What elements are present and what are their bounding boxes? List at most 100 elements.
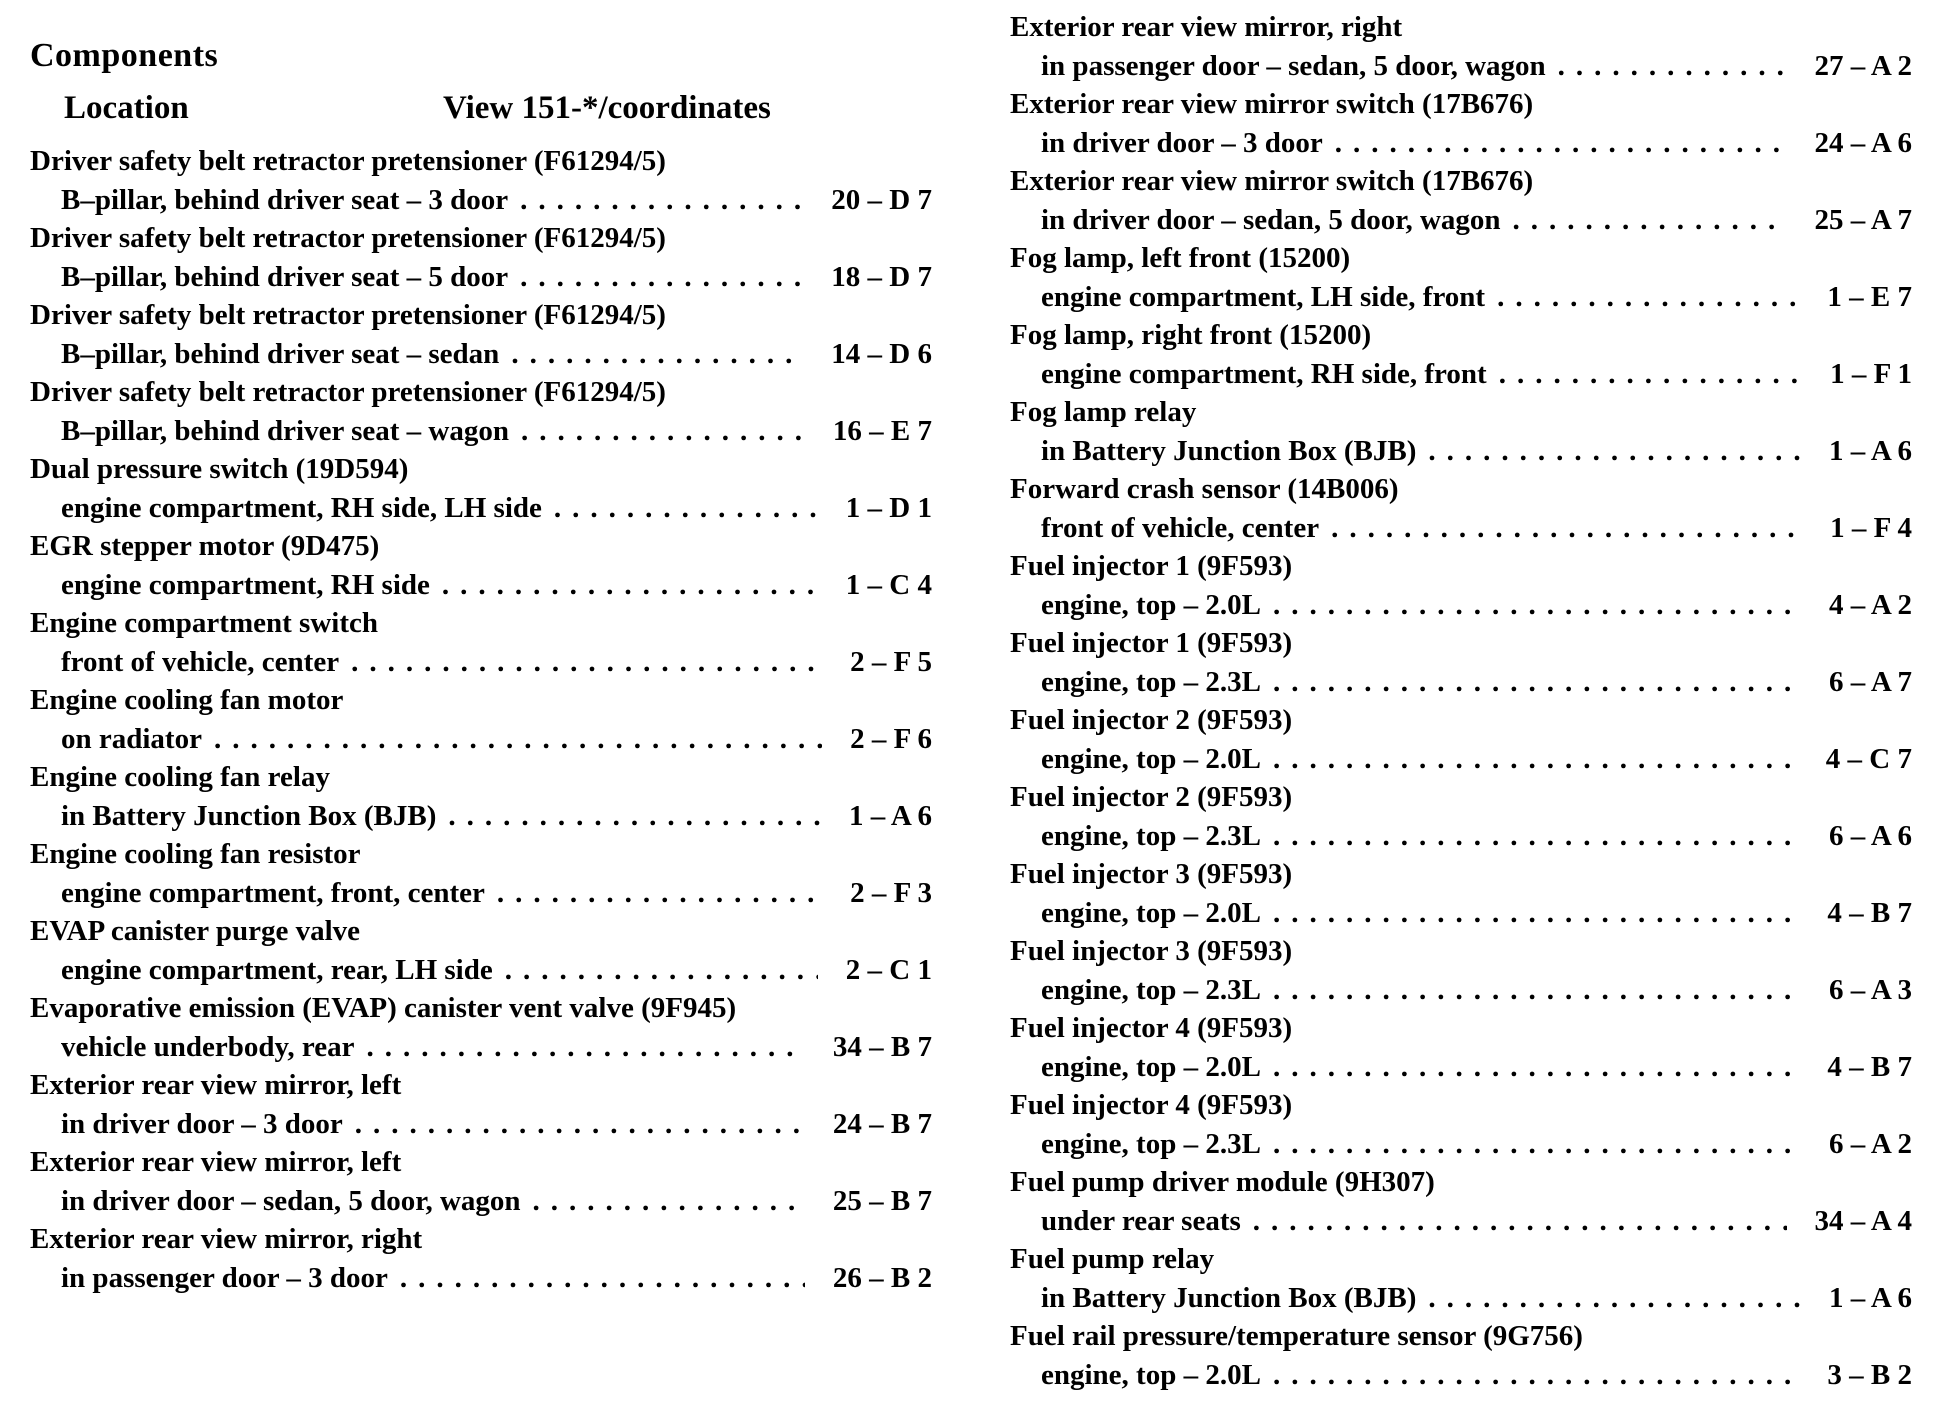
- component-name: Dual pressure switch (19D594): [30, 453, 409, 485]
- component-coordinate: 1 – C 4: [845, 568, 932, 601]
- dot-leader: [1428, 432, 1801, 471]
- component-coordinate: 3 – B 2: [1827, 1358, 1912, 1391]
- component-location: engine compartment, rear, LH side: [61, 953, 493, 986]
- component-entry: Dual pressure switch (19D594) engine com…: [30, 450, 932, 527]
- component-location-row: engine compartment, front, center 2 – F …: [30, 874, 932, 913]
- dot-leader: [1331, 509, 1802, 548]
- component-location: engine, top – 2.3L: [1041, 819, 1261, 852]
- dot-leader: [1273, 1125, 1801, 1164]
- component-name: Exterior rear view mirror, left: [30, 1146, 402, 1178]
- component-name: Fuel pump driver module (9H307): [1010, 1166, 1435, 1198]
- component-location: B–pillar, behind driver seat – sedan: [61, 337, 500, 370]
- page-title: Components: [30, 37, 219, 74]
- component-coordinate: 1 – A 6: [1829, 1281, 1912, 1314]
- component-coordinate: 1 – E 7: [1827, 280, 1912, 313]
- component-name: Fuel injector 3 (9F593): [1010, 858, 1293, 890]
- component-entry: Fuel injector 2 (9F593) engine, top – 2.…: [1010, 778, 1912, 855]
- component-location-row: on radiator 2 – F 6: [30, 720, 932, 759]
- component-location-row: engine, top – 2.0L 3 – B 2: [1010, 1356, 1912, 1395]
- component-location-row: engine, top – 2.0L 4 – C 7: [1010, 740, 1912, 779]
- component-location: engine compartment, RH side, front: [1041, 357, 1487, 390]
- dot-leader: [355, 1105, 805, 1144]
- component-location-row: B–pillar, behind driver seat – sedan 14 …: [30, 335, 932, 374]
- component-location-row: in driver door – sedan, 5 door, wagon 25…: [30, 1182, 932, 1221]
- component-location: in Battery Junction Box (BJB): [1041, 1281, 1417, 1314]
- component-entry: Fuel rail pressure/temperature sensor (9…: [1010, 1317, 1912, 1394]
- component-name: Exterior rear view mirror switch (17B676…: [1010, 165, 1534, 197]
- component-name: Forward crash sensor (14B006): [1010, 473, 1399, 505]
- component-coordinate: 2 – F 6: [850, 722, 932, 755]
- component-entry: Fuel injector 2 (9F593) engine, top – 2.…: [1010, 701, 1912, 778]
- column-headers: Location View 151-*/coordinates: [30, 88, 932, 128]
- component-location: on radiator: [61, 722, 202, 755]
- component-location-row: in Battery Junction Box (BJB) 1 – A 6: [1010, 432, 1912, 471]
- component-name: Fog lamp relay: [1010, 396, 1197, 428]
- component-name: Engine compartment switch: [30, 607, 378, 639]
- component-coordinate: 2 – F 5: [850, 645, 932, 678]
- component-entry: Driver safety belt retractor pretensione…: [30, 296, 932, 373]
- component-name: Fuel injector 4 (9F593): [1010, 1089, 1293, 1121]
- component-coordinate: 25 – B 7: [832, 1184, 932, 1217]
- component-name: Exterior rear view mirror switch (17B676…: [1010, 88, 1534, 120]
- component-entry: Fog lamp, right front (15200) engine com…: [1010, 316, 1912, 393]
- component-location: in Battery Junction Box (BJB): [1041, 434, 1417, 467]
- component-location-row: B–pillar, behind driver seat – 5 door 18…: [30, 258, 932, 297]
- component-entry: Driver safety belt retractor pretensione…: [30, 373, 932, 450]
- component-location: engine, top – 2.3L: [1041, 973, 1261, 1006]
- component-location: B–pillar, behind driver seat – wagon: [61, 414, 509, 447]
- component-coordinate: 24 – A 6: [1814, 126, 1913, 159]
- dot-leader: [505, 951, 818, 990]
- component-location: engine, top – 2.0L: [1041, 896, 1261, 929]
- dot-leader: [214, 720, 822, 759]
- component-location: B–pillar, behind driver seat – 3 door: [61, 183, 509, 216]
- component-coordinate: 1 – F 4: [1830, 511, 1912, 544]
- component-location-row: B–pillar, behind driver seat – 3 door 20…: [30, 181, 932, 220]
- component-name: Fuel rail pressure/temperature sensor (9…: [1010, 1320, 1583, 1352]
- component-coordinate: 18 – D 7: [831, 260, 932, 293]
- dot-leader: [442, 566, 818, 605]
- component-location: front of vehicle, center: [1041, 511, 1320, 544]
- component-coordinate: 26 – B 2: [832, 1261, 932, 1294]
- component-name: Engine cooling fan motor: [30, 684, 344, 716]
- component-entry: Fuel injector 4 (9F593) engine, top – 2.…: [1010, 1009, 1912, 1086]
- component-name: Fuel injector 1 (9F593): [1010, 627, 1293, 659]
- component-coordinate: 6 – A 2: [1829, 1127, 1912, 1160]
- component-location: in driver door – 3 door: [61, 1107, 343, 1140]
- component-coordinate: 1 – D 1: [845, 491, 932, 524]
- component-entry: EGR stepper motor (9D475) engine compart…: [30, 527, 932, 604]
- component-location-row: in driver door – 3 door 24 – A 6: [1010, 124, 1912, 163]
- component-coordinate: 4 – B 7: [1827, 896, 1912, 929]
- component-coordinate: 27 – A 2: [1814, 49, 1913, 82]
- component-name: Engine cooling fan resistor: [30, 838, 361, 870]
- dot-leader: [1497, 278, 1799, 317]
- dot-leader: [520, 258, 803, 297]
- component-location-row: engine compartment, RH side 1 – C 4: [30, 566, 932, 605]
- component-location: engine, top – 2.0L: [1041, 1358, 1261, 1391]
- component-location-row: engine, top – 2.3L 6 – A 3: [1010, 971, 1912, 1010]
- component-location: in passenger door – 3 door: [61, 1261, 388, 1294]
- component-name: Fuel injector 3 (9F593): [1010, 935, 1293, 967]
- dot-leader: [1335, 124, 1787, 163]
- component-location: engine, top – 2.0L: [1041, 1050, 1261, 1083]
- component-name: Exterior rear view mirror, right: [1010, 11, 1403, 43]
- component-coordinate: 6 – A 7: [1829, 665, 1912, 698]
- component-location: engine, top – 2.3L: [1041, 1127, 1261, 1160]
- component-name: Engine cooling fan relay: [30, 761, 330, 793]
- component-entry: Forward crash sensor (14B006) front of v…: [1010, 470, 1912, 547]
- component-coordinate: 4 – B 7: [1827, 1050, 1912, 1083]
- component-coordinate: 4 – A 2: [1829, 588, 1912, 621]
- view-coordinates-column-header: View 151-*/coordinates: [443, 90, 771, 126]
- component-entry: Driver safety belt retractor pretensione…: [30, 142, 932, 219]
- component-entry: EVAP canister purge valve engine compart…: [30, 912, 932, 989]
- right-column: Exterior rear view mirror, right in pass…: [1010, 0, 1912, 1408]
- component-location: vehicle underbody, rear: [61, 1030, 355, 1063]
- component-coordinate: 6 – A 3: [1829, 973, 1912, 1006]
- component-entry: Fuel injector 1 (9F593) engine, top – 2.…: [1010, 547, 1912, 624]
- component-location-row: under rear seats 34 – A 4: [1010, 1202, 1912, 1241]
- component-location-row: in driver door – sedan, 5 door, wagon 25…: [1010, 201, 1912, 240]
- dot-leader: [1428, 1279, 1801, 1318]
- dot-leader: [511, 335, 803, 374]
- dot-leader: [448, 797, 821, 836]
- component-location: engine compartment, RH side: [61, 568, 430, 601]
